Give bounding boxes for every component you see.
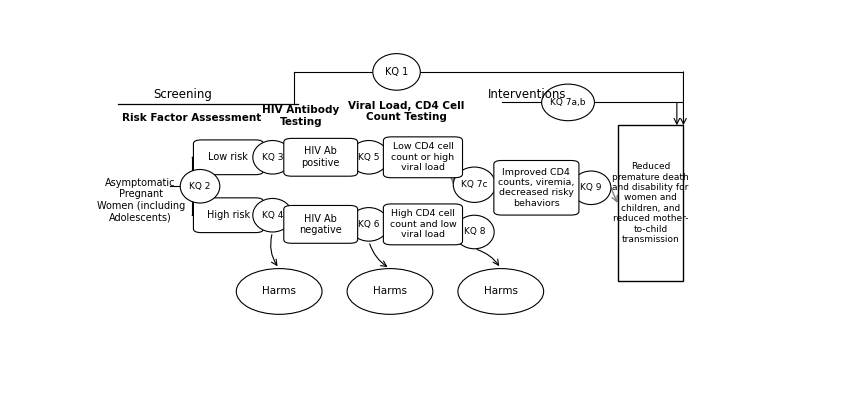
Ellipse shape	[253, 198, 293, 232]
Ellipse shape	[542, 84, 594, 121]
Text: Risk Factor Assessment: Risk Factor Assessment	[123, 112, 262, 123]
Text: High CD4 cell
count and low
viral load: High CD4 cell count and low viral load	[390, 209, 456, 239]
FancyBboxPatch shape	[494, 160, 579, 215]
Ellipse shape	[373, 53, 420, 90]
Ellipse shape	[349, 141, 389, 174]
Ellipse shape	[253, 141, 293, 174]
Text: KQ 7c: KQ 7c	[461, 180, 488, 189]
Text: Viral Load, CD4 Cell
Count Testing: Viral Load, CD4 Cell Count Testing	[348, 101, 465, 122]
Ellipse shape	[237, 268, 322, 314]
Text: Improved CD4
counts, viremia,
decreased risky
behaviors: Improved CD4 counts, viremia, decreased …	[498, 168, 574, 208]
FancyBboxPatch shape	[383, 204, 463, 245]
FancyBboxPatch shape	[193, 198, 263, 232]
Text: Interventions: Interventions	[488, 88, 567, 101]
Text: Reduced
premature death
and disability for
women and
children, and
reduced mothe: Reduced premature death and disability f…	[612, 162, 688, 244]
Text: KQ 8: KQ 8	[464, 227, 485, 236]
Text: High risk: High risk	[207, 210, 250, 220]
Text: KQ 7a,b: KQ 7a,b	[551, 98, 585, 107]
Ellipse shape	[454, 167, 495, 202]
FancyBboxPatch shape	[383, 137, 463, 178]
Text: Harms: Harms	[483, 286, 517, 297]
FancyBboxPatch shape	[283, 206, 357, 243]
Text: HIV Ab
negative: HIV Ab negative	[300, 213, 342, 235]
Text: KQ 3: KQ 3	[262, 153, 283, 162]
Text: Harms: Harms	[262, 286, 296, 297]
Text: Asymptomatic
Pregnant
Women (including
Adolescents): Asymptomatic Pregnant Women (including A…	[96, 177, 185, 223]
Text: Low CD4 cell
count or high
viral load: Low CD4 cell count or high viral load	[391, 143, 454, 172]
FancyBboxPatch shape	[193, 140, 263, 175]
Text: KQ 5: KQ 5	[358, 153, 380, 162]
FancyBboxPatch shape	[283, 138, 357, 176]
Text: Low risk: Low risk	[208, 152, 248, 162]
Ellipse shape	[458, 268, 544, 314]
Ellipse shape	[180, 169, 220, 203]
Text: Harms: Harms	[373, 286, 407, 297]
Text: HIV Antibody
Testing: HIV Antibody Testing	[262, 105, 340, 127]
Text: KQ 6: KQ 6	[358, 220, 380, 229]
Bar	[618, 125, 683, 281]
Ellipse shape	[347, 268, 433, 314]
Text: HIV Ab
positive: HIV Ab positive	[301, 147, 340, 168]
Ellipse shape	[349, 208, 389, 241]
Text: KQ 4: KQ 4	[262, 211, 283, 220]
Text: Screening: Screening	[153, 88, 212, 101]
Text: KQ 1: KQ 1	[385, 67, 408, 77]
Text: KQ 2: KQ 2	[189, 182, 211, 191]
Ellipse shape	[571, 171, 611, 205]
Ellipse shape	[454, 215, 494, 249]
Text: KQ 9: KQ 9	[580, 183, 602, 192]
